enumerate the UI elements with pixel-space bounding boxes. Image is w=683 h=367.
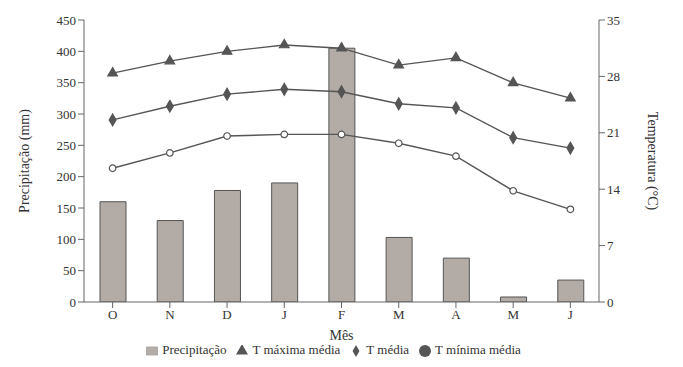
- svg-text:Mês: Mês: [329, 328, 353, 343]
- svg-text:35: 35: [607, 13, 620, 28]
- svg-text:O: O: [108, 307, 117, 322]
- html-text:T máxima média: T máxima média: [252, 342, 341, 357]
- svg-text:M: M: [393, 307, 405, 322]
- svg-text:7: 7: [607, 238, 614, 253]
- svg-text:100: 100: [57, 232, 77, 247]
- svg-text:Precipitação (mm): Precipitação (mm): [17, 109, 33, 213]
- svg-text:A: A: [451, 307, 461, 322]
- svg-text:J: J: [282, 307, 287, 322]
- svg-text:150: 150: [57, 201, 77, 216]
- html-text:T mínima média: T mínima média: [435, 342, 521, 357]
- svg-text:N: N: [165, 307, 175, 322]
- svg-text:0: 0: [70, 295, 77, 310]
- svg-text:450: 450: [57, 13, 77, 28]
- svg-text:0: 0: [607, 295, 614, 310]
- svg-text:J: J: [568, 307, 573, 322]
- svg-text:Temperatura (°C): Temperatura (°C): [644, 112, 660, 211]
- svg-text:14: 14: [607, 182, 621, 197]
- svg-text:28: 28: [607, 69, 620, 84]
- svg-text:300: 300: [57, 107, 77, 122]
- svg-text:250: 250: [57, 138, 77, 153]
- svg-text:21: 21: [607, 125, 620, 140]
- html-text:Precipitação: Precipitação: [162, 342, 227, 357]
- svg-text:50: 50: [63, 263, 76, 278]
- svg-text:200: 200: [57, 169, 77, 184]
- svg-text:D: D: [222, 307, 231, 322]
- html-text:T média: T média: [366, 342, 410, 357]
- svg-text:F: F: [338, 307, 345, 322]
- svg-text:400: 400: [57, 44, 77, 59]
- svg-text:350: 350: [57, 75, 77, 90]
- svg-text:M: M: [507, 307, 519, 322]
